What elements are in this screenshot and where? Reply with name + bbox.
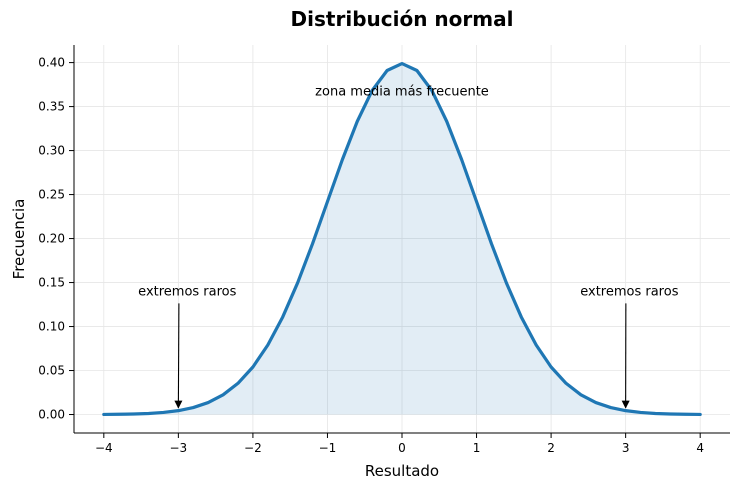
y-tick-label: 0.20	[38, 232, 65, 246]
y-tick-label: 0.35	[38, 100, 65, 114]
center-annotation-label: zona media más frecuente	[315, 85, 489, 100]
area-fill-layer	[104, 64, 700, 415]
annotation-arrow	[178, 303, 179, 407]
y-tick-label: 0.25	[38, 188, 65, 202]
x-axis-label: Resultado	[365, 462, 439, 480]
y-tick-label: 0.15	[38, 276, 65, 290]
x-tick-label: 4	[696, 441, 704, 455]
x-tick-label: −1	[319, 441, 337, 455]
x-tick-label: −4	[95, 441, 113, 455]
x-tick-label: −3	[170, 441, 188, 455]
x-tick-label: 1	[473, 441, 481, 455]
annotation-label: extremos raros	[138, 284, 236, 299]
series-area-fill	[104, 64, 700, 415]
y-tick-label: 0.30	[38, 144, 65, 158]
chart-title: Distribución normal	[291, 7, 514, 31]
y-tick-label: 0.10	[38, 320, 65, 334]
y-tick-label: 0.40	[38, 56, 65, 70]
x-tick-label: 0	[398, 441, 406, 455]
x-tick-label: −2	[244, 441, 262, 455]
x-tick-label: 3	[622, 441, 630, 455]
y-tick-label: 0.05	[38, 364, 65, 378]
y-axis-label: Frecuencia	[10, 199, 28, 280]
y-tick-label: 0.00	[38, 408, 65, 422]
annotation-label: extremos raros	[580, 284, 678, 299]
x-tick-label: 2	[547, 441, 555, 455]
